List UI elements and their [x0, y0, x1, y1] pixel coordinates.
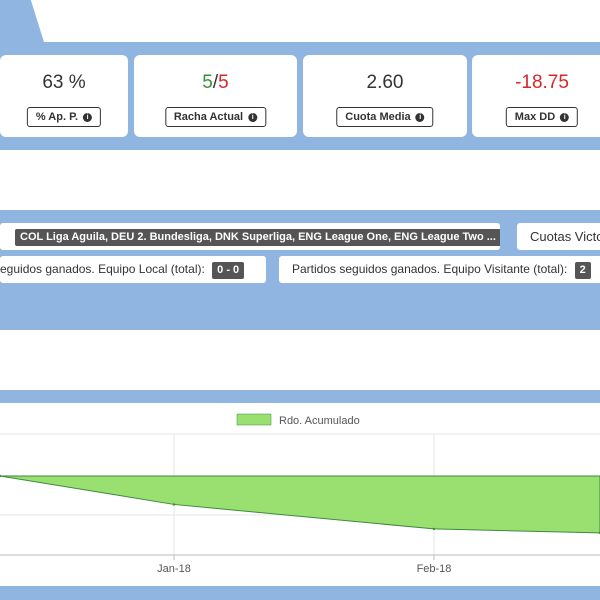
away-streak-value: 2 [575, 262, 591, 279]
stat-label-text: % Ap. P. [36, 111, 78, 123]
cumulative-chart: Rdo. Acumulado Jan-18 Feb-18 [0, 403, 600, 586]
stat-label-text: Racha Actual [174, 111, 243, 123]
stat-card-hit-rate: 63 % % Ap. P. i [0, 55, 128, 137]
stat-label-text: Cuota Media [345, 111, 410, 123]
stat-label-avg-odds[interactable]: Cuota Media i [336, 107, 433, 127]
stat-card-max-dd: -18.75 Max DD i [472, 55, 600, 137]
bottom-band [0, 586, 600, 594]
leagues-tag[interactable]: COL Liga Aguila, DEU 2. Bundesliga, DNK … [15, 229, 500, 246]
stat-value: 5/5 [134, 72, 297, 94]
stat-value: -18.75 [472, 72, 600, 94]
legend-swatch [237, 414, 271, 425]
stat-card-avg-odds: 2.60 Cuota Media i [303, 55, 467, 137]
odds-filter-label: Cuotas Victo [530, 229, 600, 244]
tab-indicator [0, 0, 44, 42]
streak-current: 5 [202, 72, 213, 93]
away-streak-filter[interactable]: Partidos seguidos ganados. Equipo Visita… [279, 256, 600, 283]
leagues-filter[interactable]: COL Liga Aguila, DEU 2. Bundesliga, DNK … [0, 223, 500, 250]
x-axis-ticks: Jan-18 Feb-18 [157, 555, 451, 575]
stat-label-max-dd[interactable]: Max DD i [506, 107, 578, 127]
x-tick-label: Jan-18 [157, 563, 191, 575]
info-icon[interactable]: i [83, 113, 92, 122]
stat-value: 2.60 [303, 72, 467, 94]
stat-label-text: Max DD [515, 111, 555, 123]
home-streak-filter[interactable]: eguidos ganados. Equipo Local (total): 0… [0, 256, 266, 283]
area-series [0, 476, 600, 533]
odds-filter[interactable]: Cuotas Victo [517, 223, 600, 250]
x-tick-label: Feb-18 [417, 563, 452, 575]
data-point [433, 528, 435, 530]
home-streak-value: 0 - 0 [212, 262, 244, 279]
stat-label-streak[interactable]: Racha Actual i [165, 107, 266, 127]
chart-panel: Rdo. Acumulado Jan-18 Feb-18 [0, 403, 600, 586]
legend-label: Rdo. Acumulado [279, 415, 360, 427]
info-icon[interactable]: i [416, 113, 425, 122]
info-icon[interactable]: i [248, 113, 257, 122]
data-point [173, 503, 175, 505]
stat-label-hit-rate[interactable]: % Ap. P. i [27, 107, 101, 127]
home-streak-label: eguidos ganados. Equipo Local (total): [0, 262, 205, 276]
streak-total: 5 [218, 72, 229, 93]
data-point [0, 475, 1, 477]
info-icon[interactable]: i [560, 113, 569, 122]
away-streak-label: Partidos seguidos ganados. Equipo Visita… [292, 262, 567, 276]
stat-value: 63 % [0, 72, 128, 94]
stat-card-streak: 5/5 Racha Actual i [134, 55, 297, 137]
